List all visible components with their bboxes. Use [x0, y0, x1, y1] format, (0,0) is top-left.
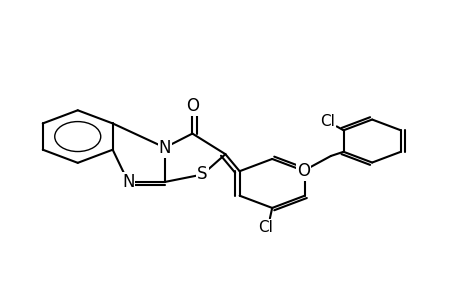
Text: Cl: Cl	[319, 114, 334, 129]
Text: S: S	[197, 166, 207, 184]
Text: Cl: Cl	[257, 220, 272, 235]
Text: N: N	[122, 173, 134, 191]
Text: N: N	[158, 139, 171, 157]
Text: O: O	[185, 97, 198, 115]
Text: O: O	[296, 162, 309, 180]
